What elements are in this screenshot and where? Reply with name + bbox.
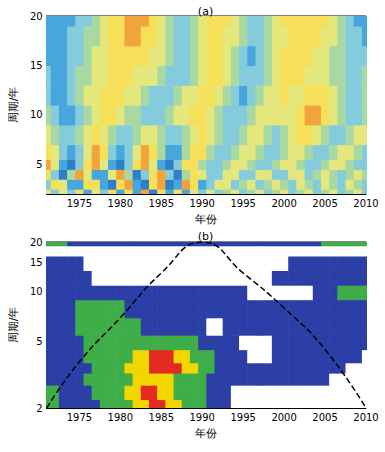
svg-text:20: 20 xyxy=(30,11,43,22)
svg-text:10: 10 xyxy=(30,109,43,120)
svg-text:1985: 1985 xyxy=(149,198,174,209)
svg-text:周期/年: 周期/年 xyxy=(7,87,20,124)
svg-text:2000: 2000 xyxy=(271,198,296,209)
svg-text:2: 2 xyxy=(36,403,42,414)
svg-text:1980: 1980 xyxy=(108,412,133,423)
svg-text:2010: 2010 xyxy=(353,198,378,209)
svg-text:2005: 2005 xyxy=(312,412,337,423)
svg-text:(b): (b) xyxy=(198,230,214,243)
svg-text:15: 15 xyxy=(30,257,43,268)
svg-text:5: 5 xyxy=(36,159,42,170)
svg-text:1980: 1980 xyxy=(108,198,133,209)
svg-text:1995: 1995 xyxy=(230,412,255,423)
svg-text:1990: 1990 xyxy=(189,198,214,209)
svg-text:2000: 2000 xyxy=(271,412,296,423)
svg-text:1990: 1990 xyxy=(189,412,214,423)
svg-text:2010: 2010 xyxy=(353,412,378,423)
svg-text:2005: 2005 xyxy=(312,198,337,209)
svg-text:周期/年: 周期/年 xyxy=(7,307,20,344)
svg-text:20: 20 xyxy=(30,237,43,248)
svg-text:年份: 年份 xyxy=(195,427,217,440)
svg-text:1975: 1975 xyxy=(67,198,92,209)
svg-text:15: 15 xyxy=(30,60,43,71)
svg-text:1985: 1985 xyxy=(149,412,174,423)
svg-text:5: 5 xyxy=(36,336,42,347)
svg-text:1995: 1995 xyxy=(230,198,255,209)
svg-text:1975: 1975 xyxy=(67,412,92,423)
svg-text:年份: 年份 xyxy=(195,213,217,226)
svg-text:10: 10 xyxy=(30,286,43,297)
svg-text:(a): (a) xyxy=(198,5,213,18)
